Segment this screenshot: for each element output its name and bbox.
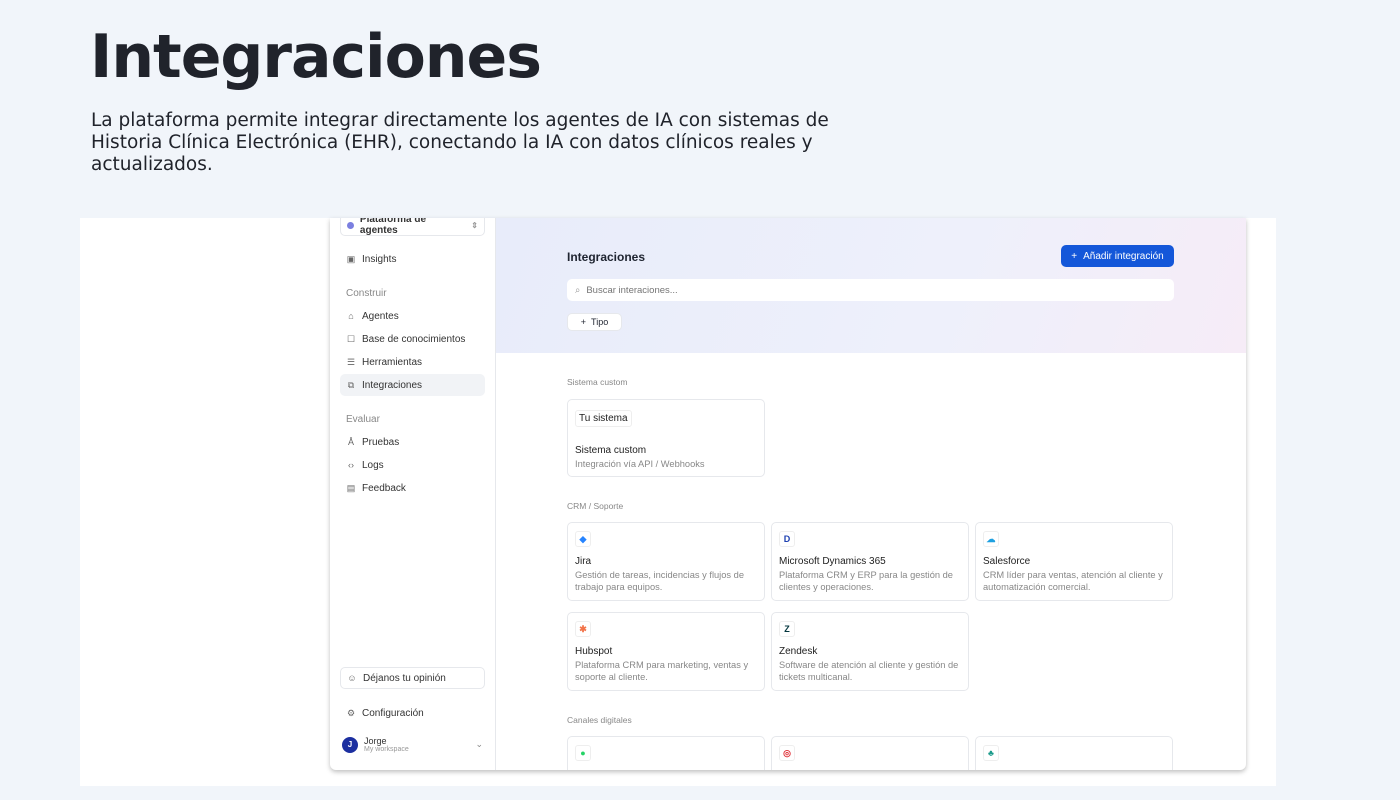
sidebar-item-logs[interactable]: ‹› Logs	[340, 454, 485, 476]
sidebar-item-label: Configuración	[362, 707, 424, 719]
app-window: Plataforma de agentes ⇕ ▣ Insights Constru…	[330, 218, 1246, 770]
sidebar-item-herramientas[interactable]: ☰ Herramientas	[340, 351, 485, 373]
sidebar-item-label: Insights	[362, 253, 397, 265]
card-description: Plataforma CRM y ERP para la gestión de …	[779, 570, 953, 592]
chevron-updown-icon: ⇕	[471, 220, 478, 230]
type-filter-button[interactable]: + Tipo	[567, 313, 622, 331]
jira-icon: ◆	[575, 531, 591, 547]
avatar: J	[342, 736, 358, 753]
card-name: Microsoft Dynamics 365	[779, 556, 886, 567]
group-label: Sistema custom	[567, 377, 628, 387]
sidebar-item-configuracion[interactable]: ⚙ Configuración	[340, 702, 485, 724]
sidebar-item-agentes[interactable]: ⌂ Agentes	[340, 305, 485, 327]
integration-card-channel[interactable]: ♣	[975, 736, 1173, 770]
sidebar-item-feedback[interactable]: ▤ Feedback	[340, 477, 485, 499]
section-evaluar: Evaluar	[346, 414, 380, 425]
slide-description: La plataforma permite integrar directame…	[91, 110, 829, 175]
card-name: Sistema custom	[575, 445, 647, 456]
sidebar-item-label: Base de conocimientos	[362, 333, 466, 345]
book-icon: ☐	[346, 333, 356, 344]
integration-card-custom[interactable]: Tu sistema Sistema custom Integración ví…	[567, 399, 765, 477]
card-description: Plataforma CRM para marketing, ventas y …	[575, 660, 749, 682]
integration-card-channel[interactable]: ◎	[771, 736, 969, 770]
hubspot-icon: ✱	[575, 621, 591, 637]
card-name: Zendesk	[779, 646, 818, 657]
card-name: Hubspot	[575, 646, 613, 657]
insights-icon: ▣	[346, 253, 356, 264]
workspace-dot-icon	[347, 221, 354, 229]
feedback-label: Déjanos tu opinión	[363, 672, 446, 684]
user-menu[interactable]: J Jorge My workspace ⌄	[340, 736, 485, 753]
page-title: Integraciones	[567, 250, 646, 264]
integrations-icon: ⧉	[347, 379, 355, 390]
salesforce-icon: ☁	[983, 531, 999, 547]
user-name: Jorge	[364, 736, 387, 746]
card-description: Gestión de tareas, incidencias y flujos …	[575, 570, 744, 592]
integration-card-microsoft-dynamics-365[interactable]: D Microsoft Dynamics 365 Plataforma CRM y …	[771, 522, 969, 601]
sidebar-item-base-conocimientos[interactable]: ☐ Base de conocimientos	[340, 328, 485, 350]
add-integration-button[interactable]: + Añadir integración	[1061, 245, 1174, 267]
plus-icon: +	[580, 317, 587, 327]
channel-icon: ◎	[779, 745, 795, 761]
sidebar-item-integraciones[interactable]: ⧉ Integraciones	[340, 374, 485, 396]
group-label: CRM / Soporte	[567, 501, 624, 511]
sidebar-item-insights[interactable]: ▣ Insights	[340, 248, 485, 270]
integration-card-channel[interactable]: ●	[567, 736, 765, 770]
gear-icon: ⚙	[346, 707, 356, 718]
smile-icon: ☺	[347, 673, 357, 683]
code-icon: ‹›	[348, 460, 354, 470]
sidebar-item-pruebas[interactable]: Å Pruebas	[340, 431, 485, 453]
search-icon: ⌕	[575, 284, 581, 296]
workspace-name: Plataforma de agentes	[359, 218, 427, 236]
search-field[interactable]: ⌕	[567, 279, 1174, 301]
sidebar-item-label: Herramientas	[362, 356, 423, 368]
card-name: Salesforce	[983, 556, 1031, 567]
page-header: Integraciones + Añadir integración ⌕ + Tip…	[496, 218, 1246, 353]
robot-icon: ⌂	[348, 311, 354, 321]
chevron-down-icon: ⌄	[475, 739, 483, 749]
sidebar: Plataforma de agentes ⇕ ▣ Insights Constru…	[330, 218, 496, 770]
cloud-icon: ♣	[983, 745, 999, 761]
sidebar-item-label: Integraciones	[362, 379, 423, 391]
integration-card-hubspot[interactable]: ✱ Hubspot Plataforma CRM para marketing, v…	[567, 612, 765, 691]
zendesk-icon: Z	[779, 621, 795, 637]
type-filter-label: Tipo	[591, 317, 609, 327]
database-icon: ☰	[346, 356, 356, 367]
workspace-selector[interactable]: Plataforma de agentes ⇕	[340, 218, 485, 236]
integration-card-jira[interactable]: ◆ Jira Gestión de tareas, incidencias y fl…	[567, 522, 765, 601]
card-name: Jira	[575, 556, 592, 567]
card-description: Software de atención al cliente y gestió…	[779, 660, 959, 682]
search-input[interactable]	[586, 284, 1147, 296]
feedback-button[interactable]: ☺ Déjanos tu opinión	[340, 667, 485, 689]
whatsapp-icon: ●	[575, 745, 591, 761]
flask-icon: Å	[347, 437, 354, 447]
slide-title: Integraciones	[90, 22, 542, 92]
dynamics-icon: D	[779, 531, 795, 547]
user-workspace: My workspace	[364, 746, 409, 753]
message-icon: ▤	[346, 482, 356, 493]
custom-tag: Tu sistema	[575, 410, 632, 427]
sidebar-item-label: Agentes	[362, 310, 399, 322]
sidebar-item-label: Feedback	[362, 482, 406, 494]
card-description: Integración vía API / Webhooks	[575, 459, 705, 469]
add-integration-label: Añadir integración	[1083, 250, 1164, 262]
card-description: CRM líder para ventas, atención al clien…	[983, 570, 1163, 592]
sidebar-item-label: Pruebas	[362, 436, 400, 448]
group-label: Canales digitales	[567, 715, 632, 725]
main-content: Integraciones + Añadir integración ⌕ + Tip…	[496, 218, 1246, 770]
section-construir: Construir	[346, 288, 387, 299]
integration-card-salesforce[interactable]: ☁ Salesforce CRM líder para ventas, atenci…	[975, 522, 1173, 601]
sidebar-item-label: Logs	[362, 459, 384, 471]
integration-card-zendesk[interactable]: Z Zendesk Software de atención al cliente …	[771, 612, 969, 691]
plus-icon: +	[1071, 250, 1078, 262]
